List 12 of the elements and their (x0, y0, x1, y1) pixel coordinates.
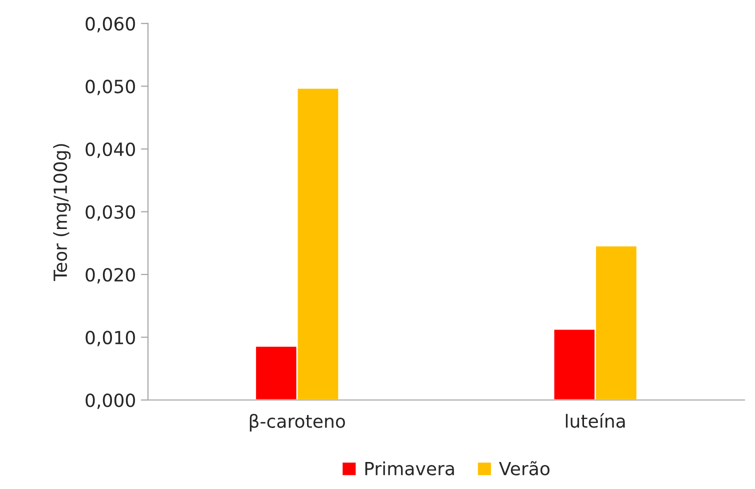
legend-label: Verão (499, 461, 550, 476)
x-tick-label: β-caroteno (250, 414, 345, 432)
y-tick-label: 0,010 (86, 330, 135, 346)
y-tick-label: 0,050 (86, 80, 135, 96)
y-tick-label: 0,060 (86, 16, 135, 32)
y-tick-label: 0,000 (86, 393, 135, 409)
y-axis-title: Teor (mg/100g) (53, 144, 71, 282)
x-tick-label: luteína (566, 413, 625, 428)
legend-label: Primavera (365, 461, 454, 476)
y-tick-label: 0,040 (86, 142, 135, 158)
y-tick-label: 0,030 (86, 205, 135, 221)
y-tick-label: 0,020 (86, 268, 135, 284)
